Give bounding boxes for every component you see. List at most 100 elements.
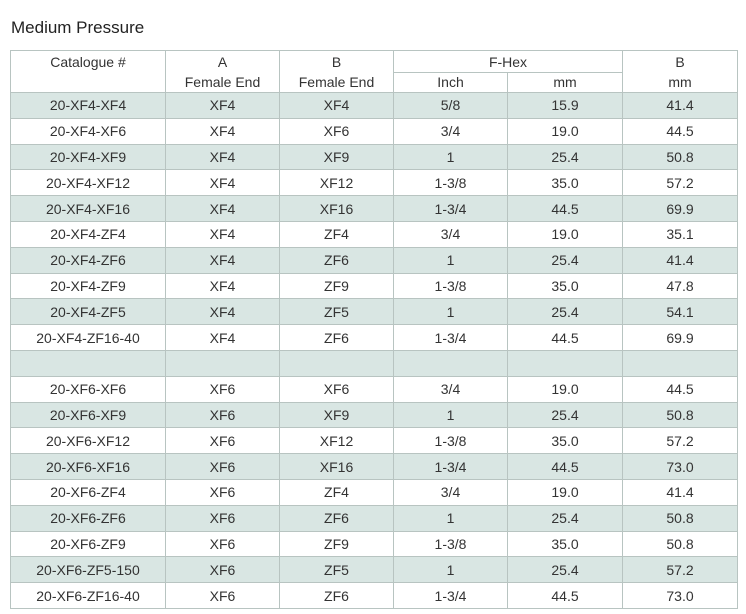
- table-row: 20-XF4-ZF5 XF4 ZF5 1 25.4 54.1: [10, 298, 738, 326]
- cell: 1: [393, 556, 508, 584]
- cell: 35.0: [507, 427, 623, 455]
- cell: 1: [393, 298, 508, 326]
- cell: 20-XF4-XF12: [10, 169, 166, 197]
- cell: 1-3/4: [393, 582, 508, 609]
- cell: 41.4: [622, 92, 738, 119]
- cell: 15.9: [507, 92, 623, 119]
- cell: ZF4: [279, 220, 394, 248]
- cell: 19.0: [507, 375, 623, 403]
- cell: XF4: [165, 143, 280, 171]
- cell: 3/4: [393, 220, 508, 248]
- cell: 20-XF4-ZF16-40: [10, 324, 166, 351]
- cell: 50.8: [622, 504, 738, 532]
- cell: 19.0: [507, 478, 623, 506]
- cell: 1: [393, 143, 508, 171]
- table-row: 20-XF4-ZF9 XF4 ZF9 1-3/8 35.0 47.8: [10, 272, 738, 300]
- cell: 41.4: [622, 246, 738, 274]
- cell: 44.5: [622, 117, 738, 145]
- empty-cell: [393, 349, 508, 377]
- cell: 41.4: [622, 478, 738, 506]
- cell: 57.2: [622, 169, 738, 197]
- cell: XF12: [279, 169, 394, 197]
- cell: 1: [393, 401, 508, 429]
- cell: XF4: [165, 246, 280, 274]
- table-row: 20-XF6-XF16 XF6 XF16 1-3/4 44.5 73.0: [10, 453, 738, 480]
- cell: XF6: [165, 582, 280, 609]
- cell: XF16: [279, 195, 394, 222]
- cell: 20-XF6-XF16: [10, 453, 166, 480]
- cell: 44.5: [622, 375, 738, 403]
- cell: 3/4: [393, 478, 508, 506]
- cell: 57.2: [622, 427, 738, 455]
- cell: 5/8: [393, 92, 508, 119]
- table-row: 20-XF4-ZF16-40 XF4 ZF6 1-3/4 44.5 69.9: [10, 324, 738, 351]
- cell: 73.0: [622, 453, 738, 480]
- cell: ZF4: [279, 478, 394, 506]
- cell: XF16: [279, 453, 394, 480]
- header-cell: B: [279, 50, 394, 73]
- cell: 1: [393, 504, 508, 532]
- cell: 1-3/8: [393, 530, 508, 558]
- cell: 20-XF6-ZF9: [10, 530, 166, 558]
- cell: XF4: [165, 117, 280, 145]
- cell: XF6: [165, 375, 280, 403]
- cell: ZF6: [279, 246, 394, 274]
- cell: 35.1: [622, 220, 738, 248]
- cell: 20-XF6-XF12: [10, 427, 166, 455]
- table-row: 20-XF6-ZF5-150 XF6 ZF5 1 25.4 57.2: [10, 556, 738, 584]
- cell: XF6: [165, 530, 280, 558]
- cell: 25.4: [507, 143, 623, 171]
- cell: 1-3/4: [393, 453, 508, 480]
- cell: XF6: [165, 401, 280, 429]
- cell: XF6: [165, 427, 280, 455]
- cell: 50.8: [622, 401, 738, 429]
- header-cell: A: [165, 50, 280, 73]
- cell: 20-XF4-XF6: [10, 117, 166, 145]
- table-row: 20-XF4-ZF6 XF4 ZF6 1 25.4 41.4: [10, 246, 738, 274]
- cell: ZF5: [279, 556, 394, 584]
- table-row: 20-XF6-XF12 XF6 XF12 1-3/8 35.0 57.2: [10, 427, 738, 455]
- cell: 44.5: [507, 324, 623, 351]
- cell: 1-3/4: [393, 324, 508, 351]
- cell: 1: [393, 246, 508, 274]
- cell: 57.2: [622, 556, 738, 584]
- cell: 3/4: [393, 117, 508, 145]
- cell: XF4: [165, 272, 280, 300]
- cell: 50.8: [622, 143, 738, 171]
- cell: 47.8: [622, 272, 738, 300]
- cell: 1-3/8: [393, 169, 508, 197]
- cell: XF4: [165, 92, 280, 119]
- cell: 35.0: [507, 530, 623, 558]
- table-row: 20-XF4-ZF4 XF4 ZF4 3/4 19.0 35.1: [10, 220, 738, 248]
- cell: 35.0: [507, 169, 623, 197]
- table-row: 20-XF6-XF9 XF6 XF9 1 25.4 50.8: [10, 401, 738, 429]
- table-row: 20-XF6-XF6 XF6 XF6 3/4 19.0 44.5: [10, 375, 738, 403]
- empty-cell: [622, 349, 738, 377]
- cell: XF4: [165, 220, 280, 248]
- separator-row: [10, 349, 738, 377]
- cell: 3/4: [393, 375, 508, 403]
- cell: ZF9: [279, 530, 394, 558]
- cell: 69.9: [622, 195, 738, 222]
- header-cell: Inch: [393, 72, 508, 93]
- cell: 20-XF4-XF16: [10, 195, 166, 222]
- cell: 19.0: [507, 220, 623, 248]
- header-cell: Female End: [165, 72, 280, 93]
- title: Medium Pressure: [11, 18, 145, 37]
- header-cell: Female End: [279, 72, 394, 93]
- cell: ZF6: [279, 582, 394, 609]
- cell: 44.5: [507, 582, 623, 609]
- cell: XF6: [165, 453, 280, 480]
- cell: 20-XF4-XF4: [10, 92, 166, 119]
- cell: 20-XF4-ZF9: [10, 272, 166, 300]
- table: Catalogue # A B F-Hex B Female End Femal…: [10, 50, 738, 609]
- cell: XF6: [165, 478, 280, 506]
- empty-cell: [165, 349, 280, 377]
- table-row: 20-XF4-XF16 XF4 XF16 1-3/4 44.5 69.9: [10, 195, 738, 222]
- cell: 20-XF6-ZF16-40: [10, 582, 166, 609]
- table-row: 20-XF4-XF4 XF4 XF4 5/8 15.9 41.4: [10, 92, 738, 119]
- cell: 19.0: [507, 117, 623, 145]
- cell: 44.5: [507, 453, 623, 480]
- cell: 20-XF6-ZF4: [10, 478, 166, 506]
